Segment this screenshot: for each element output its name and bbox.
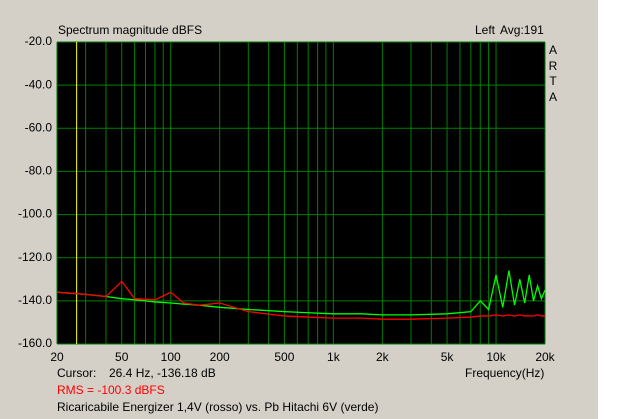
x-tick-label: 20 [50,350,64,364]
x-tick-label: 1k [327,350,341,364]
cursor-label: Cursor: [57,366,96,380]
x-tick-label: 500 [274,350,294,364]
x-tick-label: 2k [376,350,390,364]
y-tick-label: -140.0 [18,293,52,307]
y-tick-label: -120.0 [18,250,52,264]
logo: ARTA [548,43,558,104]
y-tick-label: -60.0 [25,120,53,134]
caption: Ricaricabile Energizer 1,4V (rosso) vs. … [57,400,378,414]
x-tick-label: 100 [161,350,181,364]
x-tick-label: 200 [210,350,230,364]
y-tick-label: -80.0 [25,164,53,178]
x-tick-label: 10k [486,350,506,364]
cursor-readout: 26.4 Hz, -136.18 dB [109,366,216,380]
x-axis-label: Frequency(Hz) [465,366,544,380]
y-tick-label: -160.0 [18,336,52,350]
channel: Left [475,23,496,37]
spectrum-line [56,270,546,316]
x-tick-label: 20k [535,350,555,364]
y-tick-label: -20.0 [25,34,53,48]
spectrum-line [56,280,545,320]
chart-title: Spectrum magnitude dBFS [58,23,202,37]
x-tick-label: 5k [441,350,455,364]
y-tick-label: -40.0 [25,77,53,91]
x-tick-label: 50 [115,350,129,364]
y-tick-label: -100.0 [18,207,52,221]
plot-area [57,42,545,344]
averages: Avg:191 [500,23,544,37]
rms: RMS = -100.3 dBFS [57,383,165,397]
